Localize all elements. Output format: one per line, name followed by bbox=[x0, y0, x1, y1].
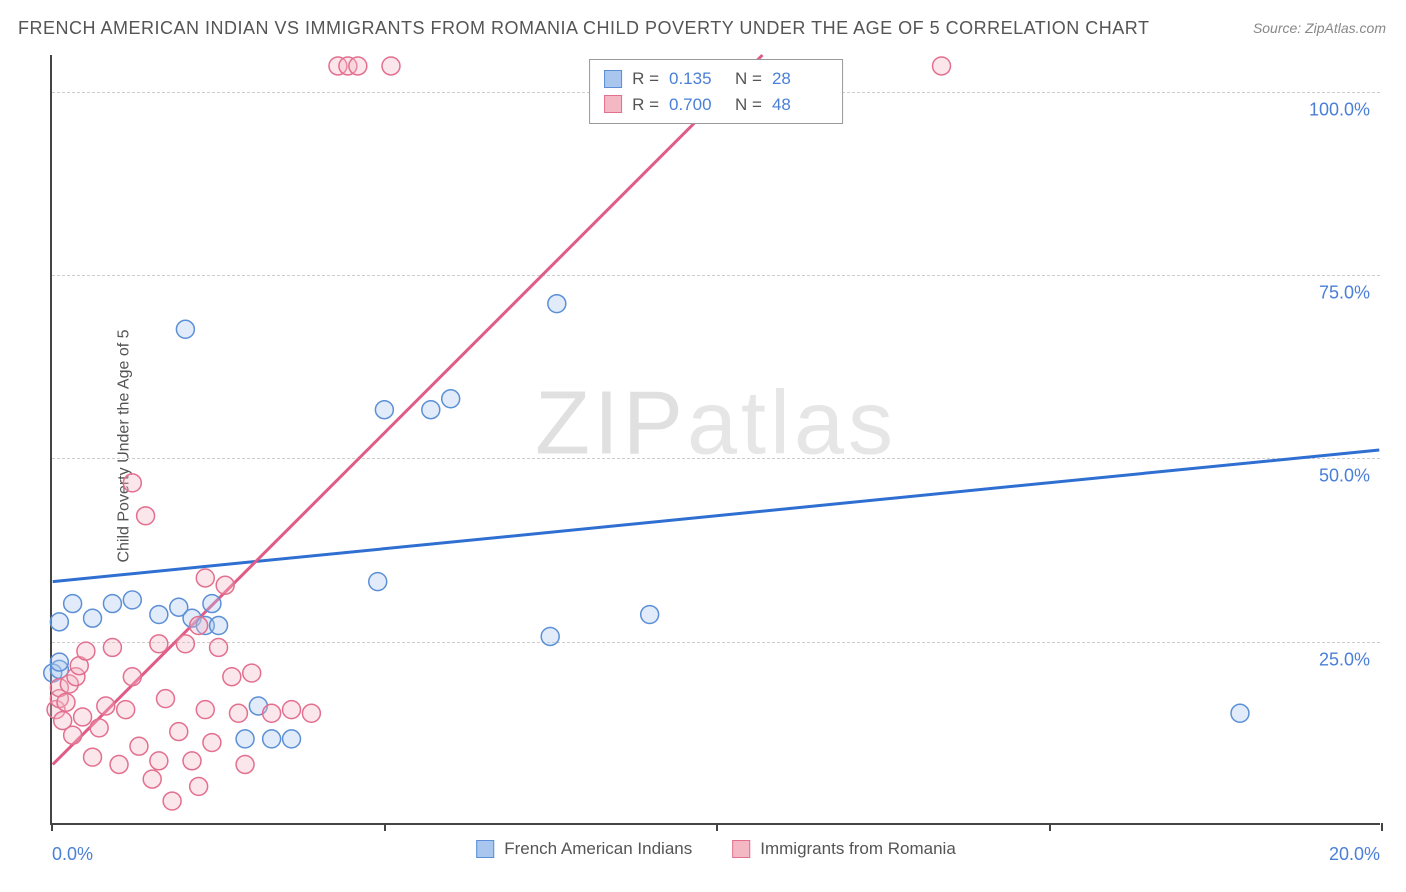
legend-row-romania: R = 0.700 N = 48 bbox=[604, 92, 828, 118]
data-point-romania bbox=[163, 792, 181, 810]
r-value-french: 0.135 bbox=[669, 66, 725, 92]
data-point-romania bbox=[150, 635, 168, 653]
data-point-romania bbox=[302, 704, 320, 722]
data-point-french bbox=[150, 606, 168, 624]
data-point-romania bbox=[349, 57, 367, 75]
data-point-romania bbox=[223, 668, 241, 686]
legend-label-french: French American Indians bbox=[504, 839, 692, 859]
data-point-romania bbox=[74, 708, 92, 726]
data-point-french bbox=[64, 595, 82, 613]
data-point-romania bbox=[196, 701, 214, 719]
x-tick bbox=[51, 823, 53, 831]
data-point-french bbox=[641, 606, 659, 624]
data-point-romania bbox=[143, 770, 161, 788]
x-tick-label-min: 0.0% bbox=[52, 844, 93, 865]
data-point-romania bbox=[110, 756, 128, 774]
x-tick bbox=[384, 823, 386, 831]
n-label: N = bbox=[735, 92, 762, 118]
data-point-romania bbox=[933, 57, 951, 75]
data-point-romania bbox=[137, 507, 155, 525]
data-point-french bbox=[375, 401, 393, 419]
n-value-romania: 48 bbox=[772, 92, 828, 118]
legend-correlation: R = 0.135 N = 28 R = 0.700 N = 48 bbox=[589, 59, 843, 124]
data-point-romania bbox=[123, 668, 141, 686]
data-point-romania bbox=[210, 638, 228, 656]
data-point-romania bbox=[130, 737, 148, 755]
trend-line-romania bbox=[53, 55, 763, 764]
data-point-romania bbox=[243, 664, 261, 682]
source-attribution: Source: ZipAtlas.com bbox=[1253, 20, 1386, 36]
data-point-romania bbox=[170, 723, 188, 741]
data-point-french bbox=[369, 573, 387, 591]
data-point-romania bbox=[90, 719, 108, 737]
data-point-french bbox=[123, 591, 141, 609]
x-tick bbox=[716, 823, 718, 831]
data-point-romania bbox=[203, 734, 221, 752]
legend-label-romania: Immigrants from Romania bbox=[760, 839, 956, 859]
r-label: R = bbox=[632, 66, 659, 92]
data-point-romania bbox=[176, 635, 194, 653]
data-point-romania bbox=[216, 576, 234, 594]
plot-area: ZIPatlas 25.0%50.0%75.0%100.0% R = 0.135… bbox=[50, 55, 1380, 825]
data-point-french bbox=[541, 628, 559, 646]
data-point-french bbox=[103, 595, 121, 613]
legend-swatch-romania bbox=[604, 95, 622, 113]
r-label: R = bbox=[632, 92, 659, 118]
data-point-french bbox=[176, 320, 194, 338]
data-point-romania bbox=[84, 748, 102, 766]
legend-row-french: R = 0.135 N = 28 bbox=[604, 66, 828, 92]
legend-swatch-french bbox=[604, 70, 622, 88]
data-point-romania bbox=[263, 704, 281, 722]
legend-swatch-romania bbox=[732, 840, 750, 858]
data-point-french bbox=[442, 390, 460, 408]
data-point-romania bbox=[190, 617, 208, 635]
data-point-french bbox=[548, 295, 566, 313]
data-point-romania bbox=[123, 474, 141, 492]
data-point-french bbox=[283, 730, 301, 748]
data-point-romania bbox=[196, 569, 214, 587]
data-point-romania bbox=[57, 693, 75, 711]
data-point-french bbox=[422, 401, 440, 419]
legend-item-romania: Immigrants from Romania bbox=[732, 839, 956, 859]
data-point-french bbox=[1231, 704, 1249, 722]
data-point-romania bbox=[64, 726, 82, 744]
n-label: N = bbox=[735, 66, 762, 92]
data-point-french bbox=[84, 609, 102, 627]
x-tick bbox=[1381, 823, 1383, 831]
legend-item-french: French American Indians bbox=[476, 839, 692, 859]
x-tick-label-max: 20.0% bbox=[1329, 844, 1380, 865]
data-point-romania bbox=[283, 701, 301, 719]
data-point-french bbox=[210, 617, 228, 635]
data-point-french bbox=[50, 613, 68, 631]
data-point-romania bbox=[150, 752, 168, 770]
r-value-romania: 0.700 bbox=[669, 92, 725, 118]
data-point-romania bbox=[183, 752, 201, 770]
data-point-romania bbox=[190, 777, 208, 795]
data-point-romania bbox=[103, 638, 121, 656]
x-tick bbox=[1049, 823, 1051, 831]
chart-title: FRENCH AMERICAN INDIAN VS IMMIGRANTS FRO… bbox=[18, 18, 1149, 39]
data-point-romania bbox=[77, 642, 95, 660]
data-point-french bbox=[236, 730, 254, 748]
data-point-romania bbox=[157, 690, 175, 708]
data-point-romania bbox=[97, 697, 115, 715]
scatter-svg bbox=[52, 55, 1380, 823]
legend-swatch-french bbox=[476, 840, 494, 858]
data-point-french bbox=[50, 653, 68, 671]
data-point-romania bbox=[229, 704, 247, 722]
n-value-french: 28 bbox=[772, 66, 828, 92]
data-point-french bbox=[263, 730, 281, 748]
data-point-french bbox=[203, 595, 221, 613]
data-point-romania bbox=[382, 57, 400, 75]
trend-line-french bbox=[53, 450, 1380, 582]
legend-series: French American Indians Immigrants from … bbox=[476, 839, 956, 859]
data-point-romania bbox=[236, 756, 254, 774]
data-point-romania bbox=[117, 701, 135, 719]
